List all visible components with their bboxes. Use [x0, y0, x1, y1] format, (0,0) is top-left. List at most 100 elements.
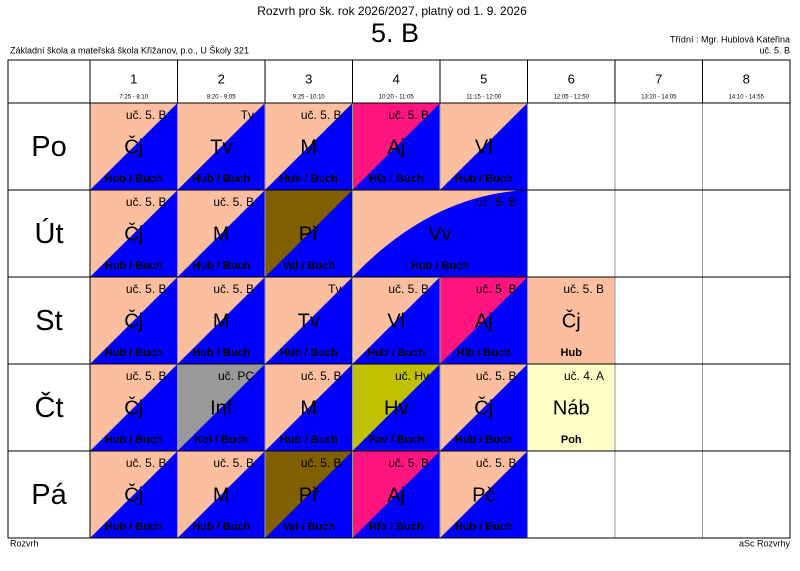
subject: Čj [124, 309, 143, 332]
room: uč. 5. B [388, 108, 429, 122]
period-number: 4 [393, 71, 400, 86]
subject: Aj [387, 136, 405, 158]
group: Hub / Buch [280, 173, 338, 185]
cell-border [527, 102, 616, 191]
period-time: 8:20 - 9:05 [207, 95, 236, 101]
cell-split [352, 103, 440, 190]
cell-split [440, 451, 528, 538]
group: Hub / Buch [455, 173, 513, 185]
cell-split [177, 451, 265, 538]
subject: Čj [474, 396, 493, 419]
day-label: Út [35, 217, 64, 250]
subject: Čj [124, 396, 143, 419]
room: Tv [241, 108, 254, 122]
group: Pav / Buch [368, 434, 425, 446]
cell-split [265, 277, 353, 364]
class-room: uč. 5. B [759, 45, 790, 55]
subject: Čj [124, 135, 143, 158]
period-number: 6 [568, 71, 575, 86]
cell-border [527, 450, 616, 539]
room: uč. 5. B [388, 456, 429, 470]
room: uč. 4. A [564, 369, 604, 383]
group: Hlb / Buch [369, 521, 424, 533]
group: Hub / Buch [105, 434, 163, 446]
subject: Tv [210, 136, 232, 158]
subject: Čj [124, 222, 143, 245]
cell-border [702, 363, 791, 452]
room: uč. 5. B [563, 282, 604, 296]
cell-split [90, 364, 178, 451]
cell-split [440, 103, 528, 190]
room: uč. 5. B [126, 456, 167, 470]
day-label: St [35, 305, 62, 337]
cell-bg [527, 364, 615, 451]
period-number: 5 [480, 71, 487, 86]
room: uč. 5. B [476, 456, 517, 470]
frame [7, 59, 791, 539]
group: Val / Buch [282, 521, 335, 533]
group: Hub / Buch [367, 347, 425, 359]
subject: M [213, 484, 230, 506]
subject: Aj [475, 310, 493, 332]
group: Kol / Buch [194, 434, 249, 446]
group: Hub / Buch [192, 260, 250, 272]
group: Hub / Buch [280, 347, 338, 359]
group: Hub / Buch [105, 260, 163, 272]
subject: Čj [562, 309, 581, 332]
subject: Hv [384, 397, 408, 419]
subject: Pč [472, 484, 495, 506]
room: uč. 5. B [301, 456, 342, 470]
cell-border [527, 189, 616, 278]
room: uč. 5. B [213, 282, 254, 296]
room: uč. PC [218, 369, 254, 383]
group: Poh [561, 434, 582, 446]
subject: Náb [553, 397, 590, 419]
cell-split [177, 190, 265, 277]
room: uč. 5. B [476, 369, 517, 383]
cell-split [90, 451, 178, 538]
cell-split [352, 451, 440, 538]
subject: Vl [387, 310, 405, 332]
cell-border [614, 276, 703, 365]
subject: Aj [387, 484, 405, 506]
subject: Vl [475, 136, 493, 158]
subject: Tv [298, 310, 320, 332]
cell-split [177, 364, 265, 451]
cell-border [702, 102, 791, 191]
subject: Vv [428, 223, 451, 245]
subject: Př [299, 484, 320, 506]
teacher: Třídní : Mgr. Hublová Kateřina [670, 34, 790, 44]
room: uč. 5. B [301, 108, 342, 122]
period-number: 7 [655, 71, 662, 86]
cell-split [265, 451, 353, 538]
group: Hub / Buch [455, 434, 513, 446]
cell-border [614, 363, 703, 452]
cell-bg [527, 277, 615, 364]
period-time: 10:20 - 11:05 [379, 95, 415, 101]
group: Hub / Buch [280, 434, 338, 446]
room: uč. 5. B [301, 369, 342, 383]
group: Hub / Buch [192, 173, 250, 185]
footer-left: Rozvrh [10, 538, 39, 548]
room: uč. 5. B [126, 108, 167, 122]
period-number: 2 [218, 71, 225, 86]
subject: Př [299, 223, 320, 245]
cell-split [265, 364, 353, 451]
group: Hub / Buch [105, 173, 163, 185]
group: Hub / Buch [411, 260, 469, 272]
cell-split [352, 277, 440, 364]
period-number: 3 [305, 71, 312, 86]
class-name: 5. B [371, 18, 419, 48]
cell-split [440, 277, 528, 364]
cell-split [90, 277, 178, 364]
room: uč. 5. B [476, 282, 517, 296]
room: uč. Hv [395, 369, 429, 383]
cell-border [614, 450, 703, 539]
period-time: 11:15 - 12:00 [466, 95, 502, 101]
group: Hub / Buch [455, 521, 513, 533]
period-number: 8 [743, 71, 750, 86]
room: uč. 5. B [126, 195, 167, 209]
group: Hlb / Buch [369, 173, 424, 185]
subject: M [213, 310, 230, 332]
